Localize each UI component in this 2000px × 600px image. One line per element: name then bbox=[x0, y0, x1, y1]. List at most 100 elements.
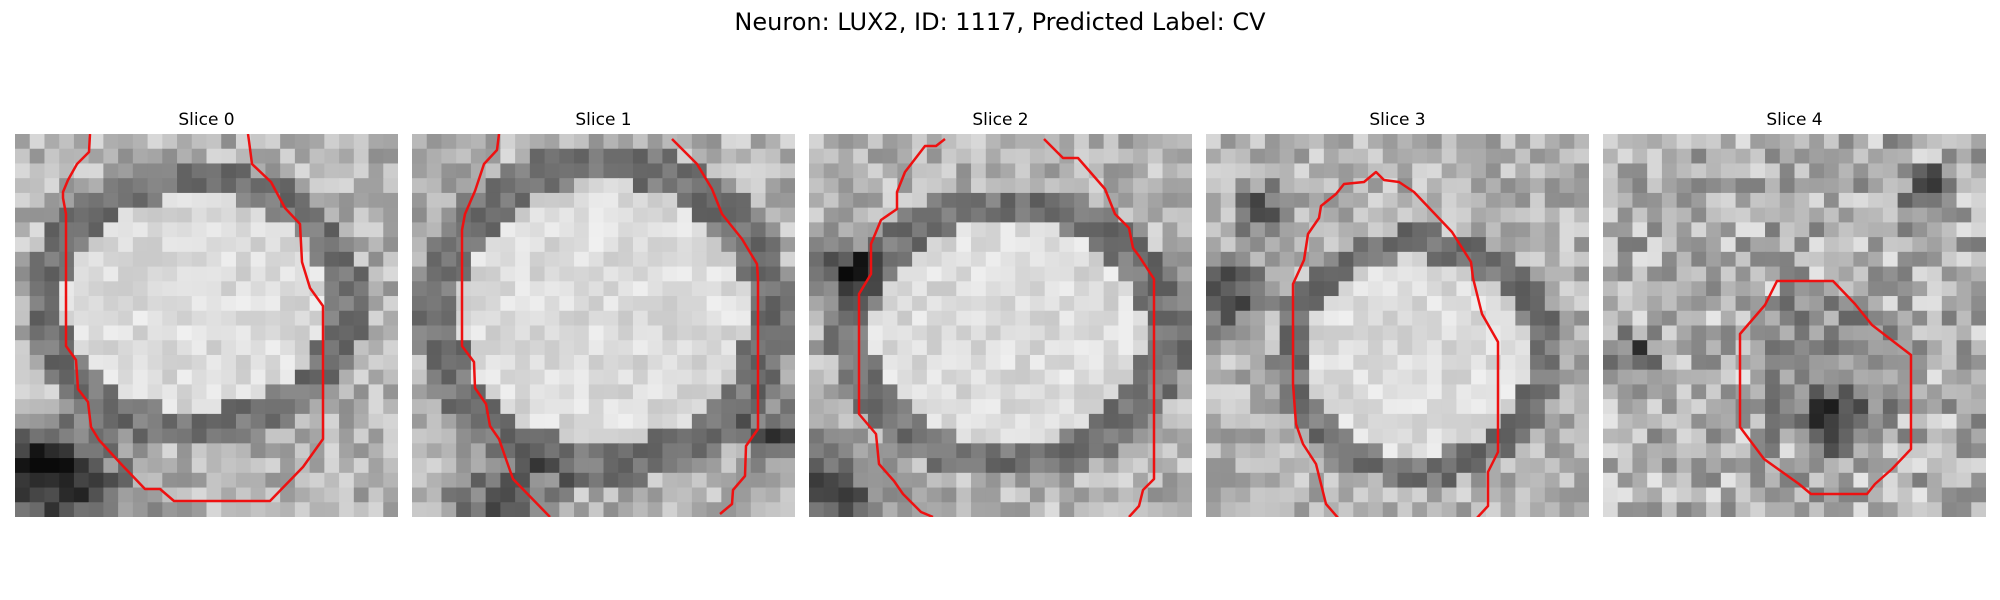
pixel bbox=[456, 428, 472, 444]
pixel bbox=[1000, 399, 1016, 415]
pixel bbox=[1074, 354, 1090, 371]
pixel bbox=[823, 487, 840, 503]
pixel bbox=[1147, 340, 1164, 356]
pixel bbox=[250, 458, 267, 474]
pixel bbox=[1735, 413, 1751, 430]
pixel bbox=[1382, 266, 1399, 282]
pixel bbox=[853, 148, 869, 165]
pixel bbox=[147, 369, 163, 386]
pixel bbox=[1235, 148, 1251, 165]
pixel bbox=[515, 443, 531, 459]
pixel bbox=[1617, 325, 1634, 341]
pixel bbox=[1823, 134, 1840, 150]
pixel bbox=[441, 237, 457, 253]
pixel bbox=[809, 163, 825, 179]
pixel bbox=[1912, 399, 1928, 415]
pixel bbox=[1471, 163, 1487, 179]
pixel bbox=[721, 325, 737, 341]
pixel bbox=[1044, 413, 1061, 430]
pixel bbox=[1735, 472, 1751, 489]
pixel bbox=[765, 428, 781, 444]
pixel bbox=[691, 296, 708, 312]
pixel bbox=[191, 192, 208, 209]
pixel bbox=[1941, 148, 1958, 165]
pixel bbox=[1279, 163, 1295, 179]
pixel bbox=[853, 266, 869, 282]
pixel bbox=[1177, 296, 1192, 312]
pixel bbox=[1632, 443, 1648, 459]
pixel bbox=[1044, 222, 1061, 238]
pixel bbox=[1838, 428, 1855, 444]
pixel bbox=[1706, 413, 1722, 430]
pixel bbox=[1927, 443, 1943, 459]
pixel bbox=[250, 428, 267, 444]
pixel bbox=[1750, 310, 1766, 327]
pixel bbox=[662, 458, 678, 474]
pixel bbox=[1823, 502, 1840, 517]
pixel bbox=[1029, 443, 1046, 459]
pixel bbox=[1162, 384, 1178, 400]
pixel bbox=[500, 413, 516, 430]
pixel bbox=[1941, 443, 1958, 459]
pixel bbox=[941, 192, 957, 209]
pixel bbox=[897, 369, 913, 386]
pixel bbox=[809, 487, 825, 503]
pixel bbox=[1485, 134, 1502, 150]
pixel bbox=[235, 178, 252, 194]
pixel bbox=[59, 192, 75, 209]
pixel bbox=[1309, 178, 1325, 194]
pixel bbox=[1779, 369, 1796, 386]
pixel bbox=[1765, 487, 1781, 503]
pixel bbox=[882, 472, 898, 489]
pixel bbox=[485, 369, 501, 386]
pixel bbox=[1897, 296, 1913, 312]
pixel bbox=[736, 296, 752, 312]
pixel bbox=[44, 251, 60, 268]
pixel bbox=[529, 178, 546, 194]
pixel bbox=[206, 207, 222, 223]
pixel bbox=[485, 354, 501, 371]
pixel bbox=[1779, 399, 1796, 415]
pixel bbox=[1368, 458, 1384, 474]
pixel bbox=[823, 178, 840, 194]
pixel bbox=[1574, 354, 1589, 371]
pixel bbox=[88, 222, 104, 238]
pixel bbox=[1956, 192, 1972, 209]
pixel bbox=[853, 310, 869, 327]
pixel bbox=[618, 472, 634, 489]
pixel bbox=[618, 237, 634, 253]
pixel bbox=[985, 325, 1002, 341]
pixel bbox=[912, 178, 928, 194]
pixel bbox=[926, 428, 943, 444]
pixel bbox=[470, 296, 487, 312]
pixel bbox=[1956, 369, 1972, 386]
pixel bbox=[88, 354, 104, 371]
pixel bbox=[309, 134, 325, 150]
pixel bbox=[1515, 428, 1531, 444]
pixel bbox=[441, 163, 457, 179]
pixel bbox=[73, 487, 90, 503]
pixel bbox=[706, 178, 722, 194]
pixel bbox=[1676, 281, 1692, 297]
pixel bbox=[294, 178, 311, 194]
pixel bbox=[1294, 192, 1310, 209]
pixel bbox=[1750, 502, 1766, 517]
pixel bbox=[632, 502, 649, 517]
pixel bbox=[1779, 207, 1796, 223]
pixel bbox=[1235, 502, 1251, 517]
pixel bbox=[29, 325, 46, 341]
pixel bbox=[985, 340, 1002, 356]
pixel bbox=[368, 384, 384, 400]
contour-line bbox=[1291, 170, 1500, 517]
pixel bbox=[1559, 354, 1575, 371]
pixel bbox=[1485, 472, 1502, 489]
pixel bbox=[162, 354, 178, 371]
pixel bbox=[736, 134, 752, 150]
pixel bbox=[1691, 384, 1707, 400]
pixel bbox=[1029, 354, 1046, 371]
pixel bbox=[971, 443, 987, 459]
pixel bbox=[1794, 178, 1810, 194]
pixel bbox=[1720, 458, 1737, 474]
pixel bbox=[1691, 178, 1707, 194]
pixel bbox=[1412, 163, 1428, 179]
